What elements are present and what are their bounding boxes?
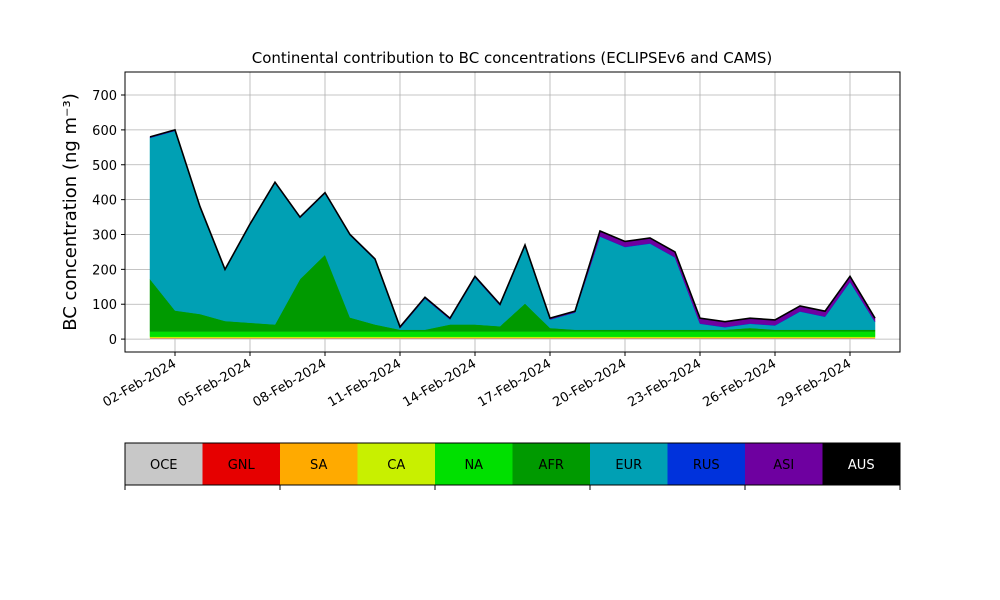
x-tick-label: 02-Feb-2024 (100, 356, 179, 410)
y-tick-label: 600 (92, 124, 117, 139)
legend-swatch (590, 443, 668, 485)
x-tick-label: 17-Feb-2024 (475, 356, 554, 410)
legend-frame (124, 442, 901, 486)
y-tick-label: 200 (92, 263, 117, 278)
legend-label: AUS (848, 458, 875, 473)
y-tick-label: 500 (92, 159, 117, 174)
x-tick-label: 14-Feb-2024 (400, 356, 479, 410)
x-tick-label: 23-Feb-2024 (625, 356, 704, 410)
legend-swatch (125, 443, 203, 485)
y-axis-label: BC concentration (ng m⁻³) (60, 93, 81, 331)
x-tick-label: 26-Feb-2024 (700, 356, 779, 410)
legend-swatch (822, 443, 900, 485)
legend-label: SA (310, 458, 327, 473)
legend-label: AFR (539, 458, 564, 473)
legend-label: ASI (773, 458, 794, 473)
legend-swatch (435, 443, 513, 485)
legend-label: RUS (693, 458, 720, 473)
legend-swatch (357, 443, 435, 485)
chart-title: Continental contribution to BC concentra… (252, 49, 773, 67)
legend-label: CA (387, 458, 405, 473)
legend-swatch (280, 443, 358, 485)
legend-swatch (745, 443, 823, 485)
plot-frame (124, 71, 901, 353)
y-tick-label: 100 (92, 298, 117, 313)
y-tick-label: 700 (92, 89, 117, 104)
area (149, 130, 876, 330)
x-tick-label: 11-Feb-2024 (325, 356, 404, 410)
x-tick-label: 08-Feb-2024 (250, 356, 329, 410)
legend-swatch (512, 443, 590, 485)
legend-swatch (667, 443, 745, 485)
legend-label: OCE (150, 458, 178, 473)
y-tick-label: 0 (109, 333, 117, 348)
legend-label: GNL (228, 458, 256, 473)
legend-swatch (202, 443, 280, 485)
x-tick-label: 05-Feb-2024 (175, 356, 254, 410)
y-tick-label: 300 (92, 228, 117, 243)
x-tick-label: 20-Feb-2024 (550, 356, 629, 410)
y-tick-label: 400 (92, 194, 117, 209)
legend-label: EUR (615, 458, 642, 473)
legend-label: NA (464, 458, 483, 473)
x-tick-label: 29-Feb-2024 (775, 356, 854, 410)
area (149, 331, 876, 337)
